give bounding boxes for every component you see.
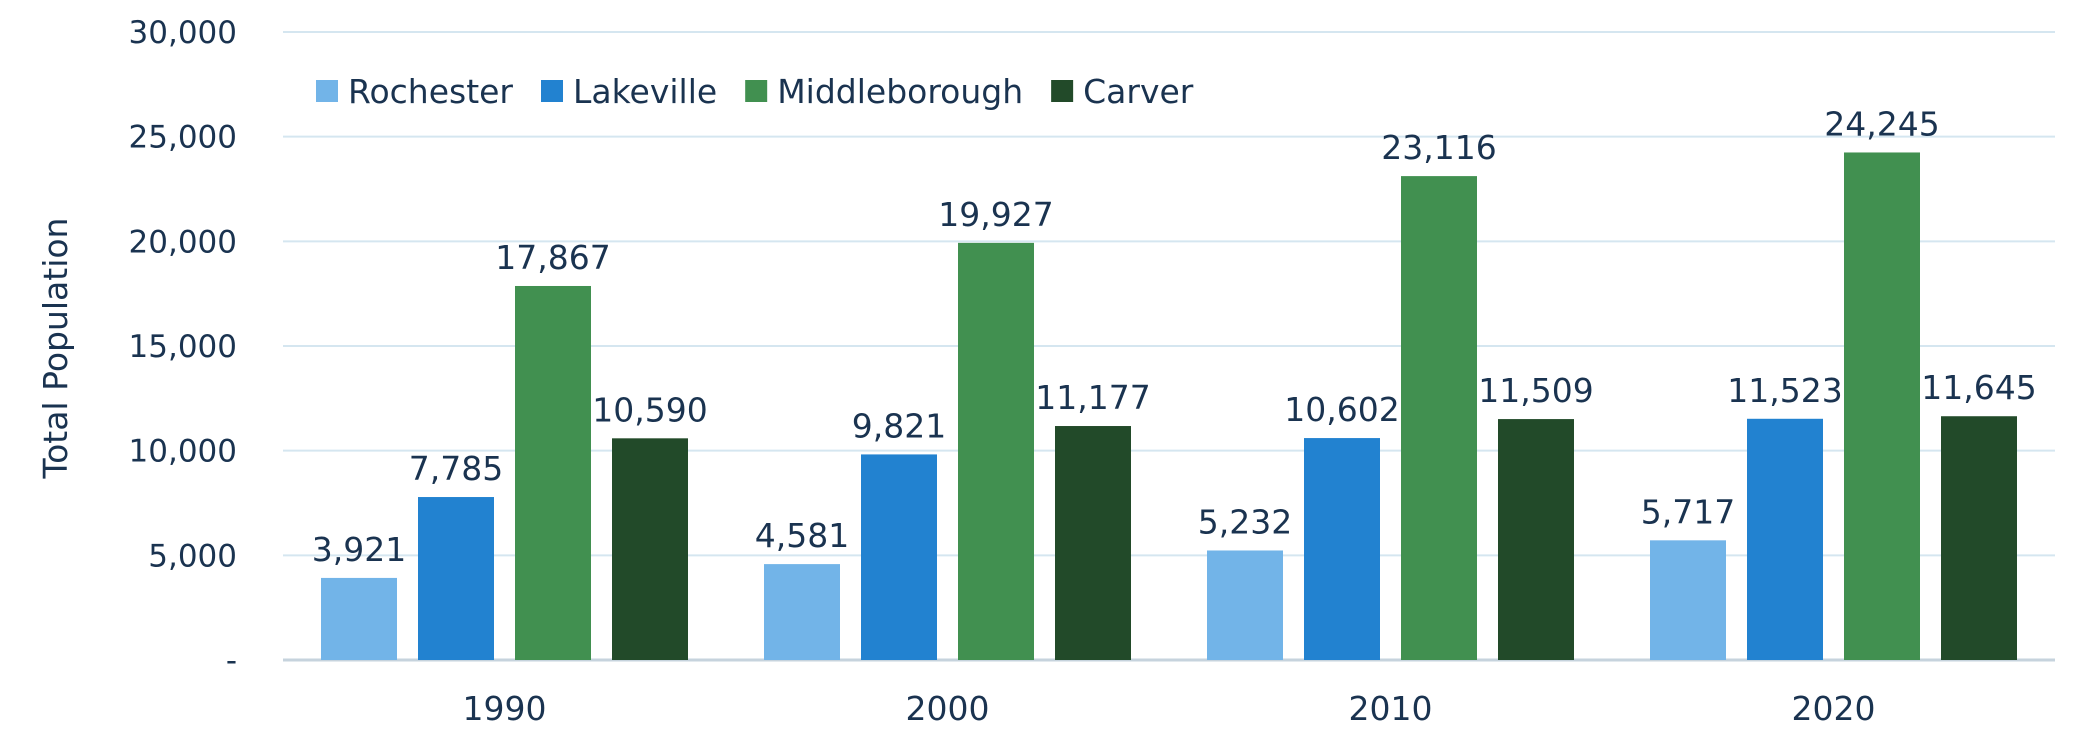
- bar-middleborough-2020: [1844, 152, 1920, 661]
- data-label-lakeville-2000: 9,821: [852, 406, 946, 445]
- legend-label-lakeville: Lakeville: [573, 72, 717, 111]
- legend-swatch-rochester: [316, 80, 338, 102]
- data-label-rochester-1990: 3,921: [312, 530, 406, 569]
- y-tick-label: 25,000: [129, 120, 237, 156]
- data-label-rochester-2000: 4,581: [755, 516, 849, 555]
- bar-carver-2010: [1498, 419, 1574, 660]
- legend-label-carver: Carver: [1083, 72, 1194, 111]
- data-label-carver-2020: 11,645: [1921, 368, 2036, 407]
- legend-label-rochester: Rochester: [348, 72, 513, 111]
- data-label-lakeville-2020: 11,523: [1727, 371, 1842, 410]
- bar-middleborough-2010: [1401, 176, 1477, 660]
- legend-swatch-middleborough: [745, 80, 768, 102]
- y-axis-title: Total Population: [36, 218, 75, 480]
- data-label-rochester-2020: 5,717: [1641, 492, 1735, 531]
- y-tick-label: 20,000: [129, 224, 237, 260]
- bar-middleborough-1990: [515, 285, 591, 660]
- data-label-carver-1990: 10,590: [592, 390, 707, 429]
- bar-lakeville-2000: [861, 454, 937, 660]
- data-label-rochester-2010: 5,232: [1198, 502, 1292, 541]
- y-tick-label: 10,000: [129, 434, 237, 470]
- y-tick-label: 5,000: [148, 538, 237, 574]
- y-tick-label: 30,000: [129, 15, 237, 51]
- bar-rochester-1990: [321, 577, 397, 660]
- data-label-middleborough-1990: 17,867: [495, 238, 610, 277]
- bar-middleborough-2000: [958, 242, 1034, 661]
- data-labels: 3,921 7,785 17,867 10,590 4,581 9,821 19,927 11…: [312, 104, 2037, 568]
- legend-swatch-lakeville: [541, 80, 563, 102]
- data-label-lakeville-1990: 7,785: [409, 449, 503, 488]
- data-label-carver-2010: 11,509: [1478, 371, 1593, 410]
- legend: Rochester Lakeville Middleborough Carver: [316, 72, 1194, 111]
- data-label-carver-2000: 11,177: [1035, 378, 1150, 417]
- y-tick-label: -: [226, 643, 237, 679]
- bar-carver-2000: [1055, 426, 1131, 660]
- bars: [321, 152, 2017, 661]
- y-tick-label: 15,000: [129, 329, 237, 365]
- data-label-middleborough-2020: 24,245: [1824, 104, 1939, 143]
- x-category-label: 2020: [1792, 689, 1876, 728]
- x-category-label: 1990: [463, 689, 547, 728]
- bar-lakeville-2020: [1747, 418, 1823, 660]
- y-axis-ticks: - 5,000 10,000 15,000 20,000 25,000 30,000: [129, 15, 237, 679]
- x-category-label: 2010: [1349, 689, 1433, 728]
- bar-rochester-2010: [1207, 550, 1283, 660]
- x-axis-categories: 1990 2000 2010 2020: [463, 689, 1876, 728]
- bar-carver-1990: [612, 438, 688, 660]
- legend-label-middleborough: Middleborough: [777, 72, 1023, 111]
- bar-lakeville-2010: [1304, 438, 1380, 660]
- legend-swatch-carver: [1051, 80, 1074, 102]
- data-label-middleborough-2000: 19,927: [938, 195, 1053, 234]
- bar-rochester-2020: [1650, 540, 1726, 660]
- bar-carver-2020: [1941, 416, 2017, 660]
- bar-lakeville-1990: [418, 497, 494, 660]
- bar-rochester-2000: [764, 564, 840, 660]
- data-label-lakeville-2010: 10,602: [1284, 390, 1399, 429]
- x-category-label: 2000: [906, 689, 990, 728]
- data-label-middleborough-2010: 23,116: [1381, 128, 1496, 167]
